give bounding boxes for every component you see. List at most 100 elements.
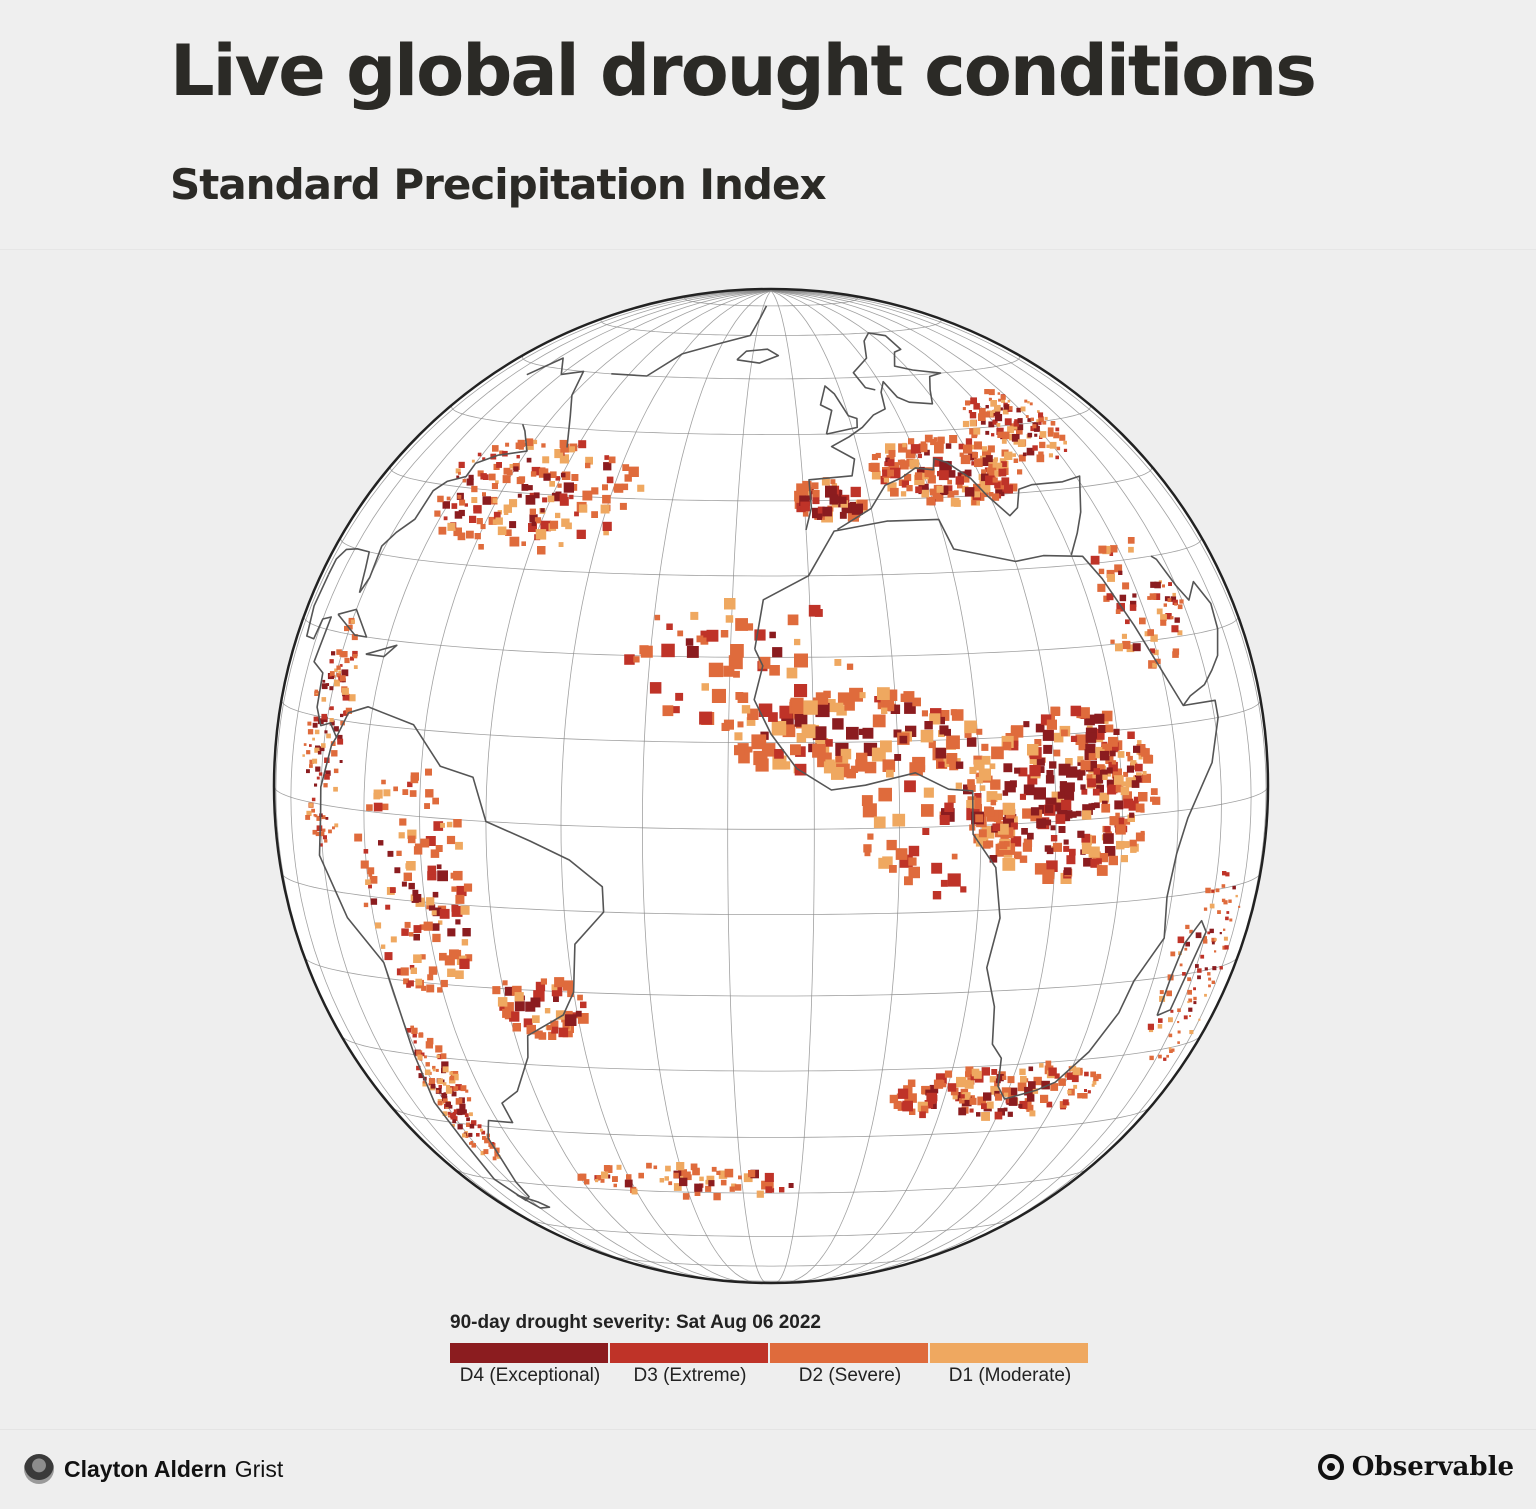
drought-cell bbox=[1033, 761, 1039, 768]
drought-cell bbox=[353, 665, 358, 669]
drought-cell bbox=[432, 1068, 436, 1072]
drought-cell bbox=[1115, 824, 1126, 835]
drought-cell bbox=[972, 452, 978, 458]
drought-cell bbox=[480, 1150, 485, 1156]
drought-cell bbox=[437, 1101, 443, 1106]
author-name[interactable]: Clayton Aldern bbox=[64, 1455, 227, 1482]
drought-cell bbox=[923, 787, 934, 798]
drought-cell bbox=[315, 766, 321, 772]
drought-cell bbox=[1123, 798, 1134, 809]
observable-brand[interactable]: Observable bbox=[1317, 1452, 1514, 1482]
drought-cell bbox=[406, 861, 416, 871]
globe-map[interactable] bbox=[0, 250, 1536, 1290]
drought-cell bbox=[569, 494, 574, 500]
drought-cell bbox=[1045, 775, 1055, 784]
drought-cell bbox=[677, 630, 684, 637]
drought-cell bbox=[1217, 910, 1221, 914]
drought-cell bbox=[1130, 760, 1137, 767]
drought-cell bbox=[1047, 431, 1054, 437]
drought-cell bbox=[659, 1178, 665, 1183]
drought-cell bbox=[1094, 713, 1105, 724]
drought-cell bbox=[1195, 964, 1199, 968]
drought-cell bbox=[1172, 599, 1178, 605]
drought-cell bbox=[884, 461, 890, 467]
drought-cell bbox=[436, 864, 442, 870]
drought-cell bbox=[432, 907, 442, 917]
drought-cell bbox=[1138, 755, 1143, 760]
drought-cell bbox=[622, 464, 630, 471]
drought-cell bbox=[981, 1112, 990, 1121]
drought-cell bbox=[908, 857, 917, 866]
drought-cell bbox=[1128, 800, 1139, 811]
drought-cell bbox=[624, 654, 635, 665]
drought-cell bbox=[624, 474, 632, 482]
drought-cell bbox=[1155, 658, 1161, 664]
drought-cell bbox=[673, 1172, 679, 1179]
drought-cell bbox=[1075, 769, 1083, 777]
drought-cell bbox=[616, 1164, 622, 1170]
drought-cell bbox=[1002, 1075, 1007, 1080]
drought-cell bbox=[321, 743, 326, 748]
drought-cell bbox=[817, 506, 825, 514]
drought-cell bbox=[603, 529, 609, 536]
drought-cell bbox=[401, 881, 407, 887]
drought-cell bbox=[1225, 916, 1229, 921]
drought-cell bbox=[1002, 741, 1012, 751]
drought-cell bbox=[981, 473, 989, 482]
drought-cell bbox=[981, 1067, 990, 1076]
drought-cell bbox=[457, 532, 466, 541]
drought-cell bbox=[400, 967, 409, 976]
graticule bbox=[274, 289, 1268, 1283]
drought-cell bbox=[746, 717, 756, 726]
drought-cell bbox=[871, 747, 886, 762]
drought-cell bbox=[683, 1171, 691, 1180]
author-credit[interactable]: Clayton Aldern Grist bbox=[24, 1454, 283, 1484]
drought-cell bbox=[424, 803, 430, 809]
drought-cell bbox=[1012, 453, 1016, 457]
legend-swatch-d1 bbox=[930, 1343, 1088, 1363]
drought-cell bbox=[528, 495, 535, 502]
drought-cell bbox=[410, 1025, 414, 1030]
drought-cell bbox=[528, 523, 537, 532]
drought-cell bbox=[1019, 855, 1028, 863]
drought-cell bbox=[518, 476, 526, 483]
drought-cell bbox=[457, 1124, 463, 1130]
drought-cell bbox=[492, 986, 501, 995]
drought-cell bbox=[993, 409, 1001, 416]
drought-cell bbox=[1064, 810, 1073, 819]
drought-cell bbox=[325, 770, 331, 776]
drought-cell bbox=[1007, 426, 1014, 434]
drought-cell bbox=[861, 795, 873, 806]
drought-cell bbox=[705, 1185, 712, 1192]
drought-cell bbox=[329, 671, 335, 676]
drought-cell bbox=[863, 844, 872, 853]
drought-cell bbox=[422, 1081, 428, 1087]
drought-cell bbox=[1036, 757, 1045, 766]
drought-cell bbox=[935, 441, 944, 450]
drought-cell bbox=[765, 1180, 774, 1189]
drought-cell bbox=[458, 509, 465, 517]
drought-cell bbox=[1049, 761, 1057, 769]
drought-cell bbox=[435, 1068, 439, 1072]
drought-cell bbox=[452, 1073, 459, 1081]
drought-cell bbox=[1061, 799, 1072, 810]
drought-cell bbox=[989, 763, 996, 770]
drought-cell bbox=[731, 1183, 737, 1189]
drought-cell bbox=[499, 1005, 505, 1011]
drought-cell bbox=[1115, 784, 1124, 793]
drought-cell bbox=[413, 894, 422, 903]
drought-cell bbox=[1002, 858, 1016, 871]
drought-cell bbox=[344, 625, 350, 632]
drought-cell bbox=[497, 526, 507, 536]
globe-outline bbox=[272, 287, 1270, 1285]
drought-cell bbox=[916, 466, 925, 475]
drought-cell bbox=[403, 978, 409, 985]
drought-cell bbox=[324, 774, 330, 780]
drought-cell bbox=[332, 826, 335, 830]
drought-cell bbox=[1063, 867, 1072, 875]
drought-cell bbox=[1195, 932, 1202, 939]
drought-cell bbox=[1093, 1075, 1099, 1082]
parallel-line bbox=[274, 786, 1268, 830]
drought-cell bbox=[432, 891, 439, 898]
drought-cell bbox=[603, 1165, 610, 1171]
